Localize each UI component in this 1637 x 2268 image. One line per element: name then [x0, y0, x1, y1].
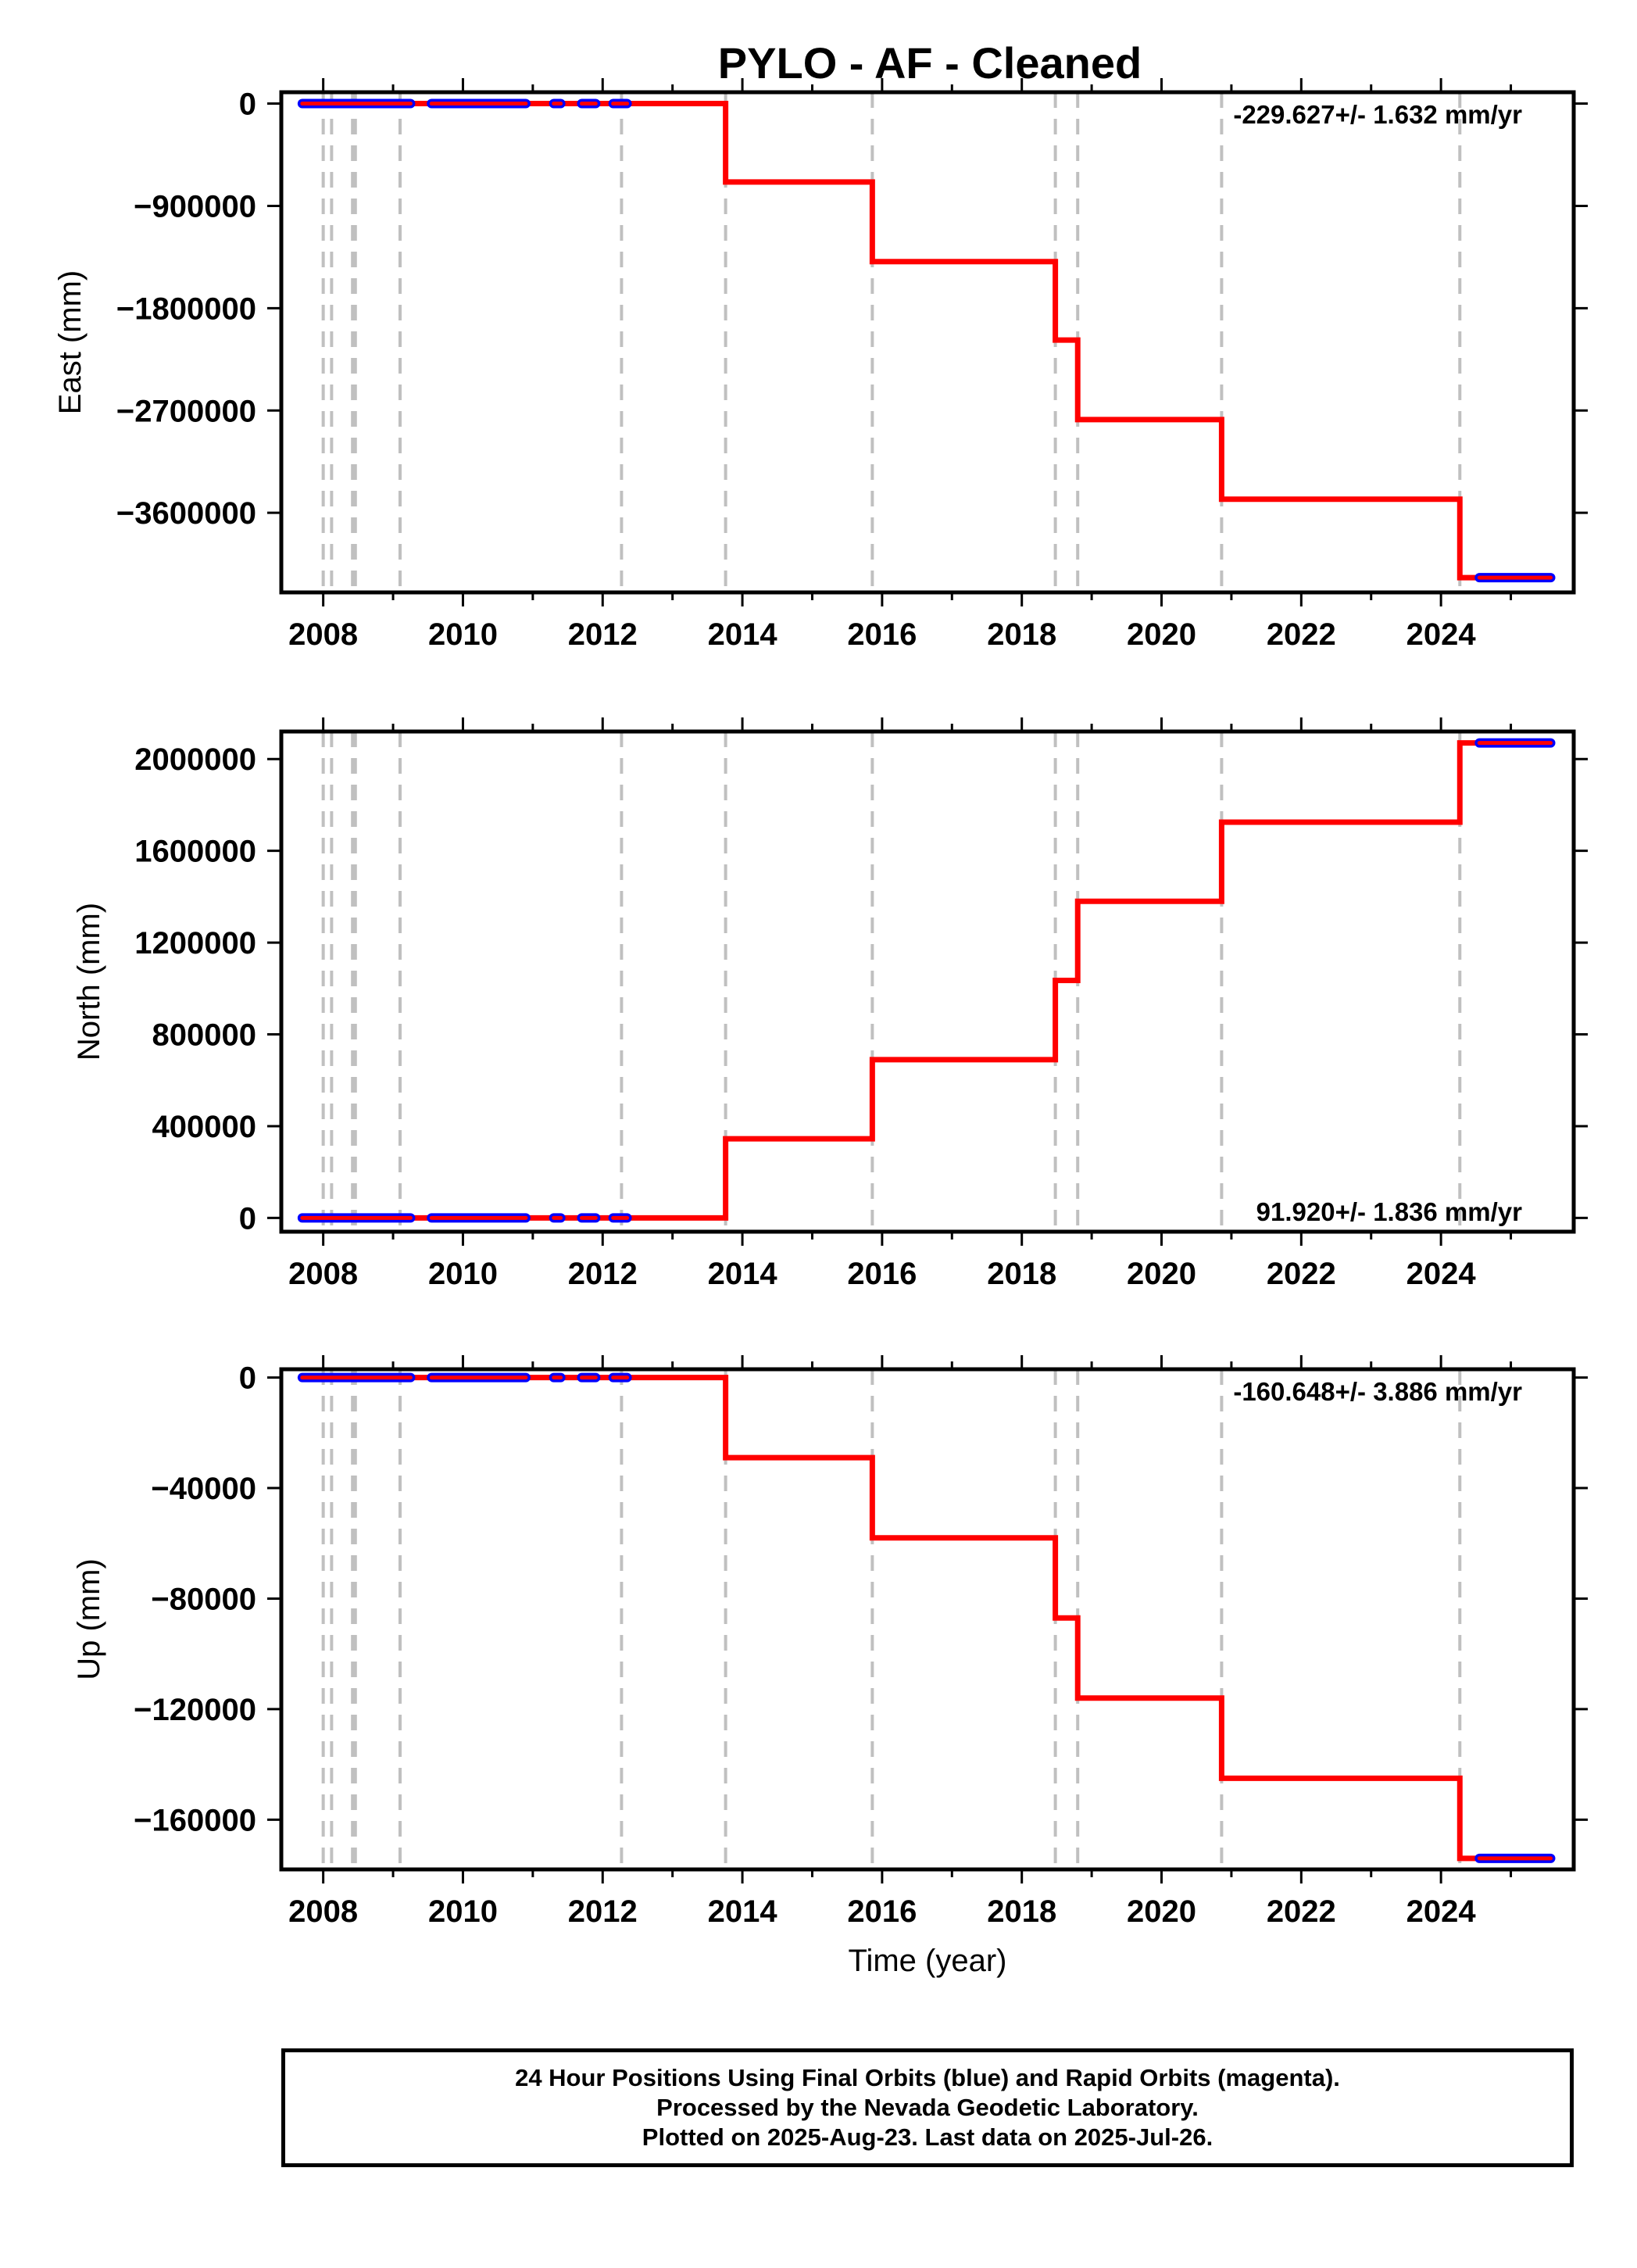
y-tick-label: 400000 — [152, 1110, 256, 1144]
y-tick-label: −40000 — [151, 1472, 256, 1506]
x-tick-label: 2018 — [987, 1894, 1056, 1929]
x-tick-label: 2022 — [1267, 1257, 1336, 1291]
y-tick-label: −160000 — [134, 1803, 256, 1837]
y-tick-label: −120000 — [134, 1693, 256, 1727]
y-axis-label: Up (mm) — [72, 1558, 106, 1680]
x-tick-label: 2024 — [1406, 1257, 1477, 1291]
y-tick-label: 1200000 — [134, 926, 256, 961]
x-tick-label: 2010 — [428, 1894, 498, 1929]
x-tick-label: 2018 — [987, 617, 1056, 652]
y-tick-label: −2700000 — [116, 394, 256, 428]
model-step-line — [302, 1375, 1551, 1862]
x-tick-label: 2020 — [1127, 1894, 1196, 1929]
x-tick-label: 2016 — [847, 1894, 917, 1929]
y-tick-label: −1800000 — [116, 292, 256, 326]
y-tick-label: −80000 — [151, 1582, 256, 1616]
event-lines — [321, 1369, 1462, 1869]
rate-annotation: -160.648+/- 3.886 mm/yr — [1233, 1377, 1522, 1406]
caption-line-2: Processed by the Nevada Geodetic Laborat… — [656, 2094, 1199, 2121]
caption-line-1: 24 Hour Positions Using Final Orbits (bl… — [515, 2064, 1340, 2091]
y-tick-label: 1600000 — [134, 835, 256, 869]
x-tick-label: 2008 — [288, 1257, 358, 1291]
x-tick-label: 2010 — [428, 617, 498, 652]
plot-frame — [279, 90, 1576, 595]
plot-frame — [279, 729, 1576, 1234]
y-tick-label: 0 — [239, 1361, 256, 1396]
x-tick-label: 2008 — [288, 617, 358, 652]
y-tick-label: 2000000 — [134, 742, 256, 777]
panel-up: 2008 2010 2012 2014 2016 2018 2020 2022 2024 0 −40… — [72, 1355, 1588, 1978]
y-axis-label: North (mm) — [72, 903, 106, 1061]
event-lines — [321, 732, 1462, 1232]
x-tick-label: 2018 — [987, 1257, 1056, 1291]
x-tick-label: 2010 — [428, 1257, 498, 1291]
plot-frame — [279, 1367, 1576, 1872]
observations — [297, 738, 1556, 1223]
y-axis-label: East (mm) — [53, 270, 88, 414]
x-tick-label: 2012 — [568, 1257, 638, 1291]
model-step-line — [302, 740, 1551, 1221]
x-axis-label: Time (year) — [849, 1944, 1007, 1978]
x-tick-label: 2024 — [1406, 1894, 1477, 1929]
x-tick-label: 2014 — [708, 1257, 778, 1291]
x-tick-label: 2016 — [847, 1257, 917, 1291]
x-tick-label: 2022 — [1267, 1894, 1336, 1929]
y-tick-label: −3600000 — [116, 496, 256, 531]
model-step-line — [302, 101, 1551, 581]
caption-line-3: Plotted on 2025-Aug-23. Last data on 202… — [642, 2123, 1213, 2151]
x-tick-label: 2014 — [708, 1894, 778, 1929]
caption-box: 24 Hour Positions Using Final Orbits (bl… — [281, 2048, 1574, 2167]
observations — [297, 1372, 1556, 1863]
x-tick-label: 2022 — [1267, 617, 1336, 652]
panel-north: 2008 2010 2012 2014 2016 2018 2020 2022 2024 0 400… — [72, 717, 1588, 1291]
x-tick-label: 2014 — [708, 617, 778, 652]
x-tick-label: 2020 — [1127, 617, 1196, 652]
rate-annotation: 91.920+/- 1.836 mm/yr — [1256, 1197, 1522, 1226]
y-tick-label: −900000 — [134, 189, 256, 224]
y-tick-label: 0 — [239, 1201, 256, 1236]
figure-title: PYLO - AF - Cleaned — [718, 38, 1142, 88]
x-tick-label: 2016 — [847, 617, 917, 652]
x-tick-label: 2012 — [568, 1894, 638, 1929]
panel-east: 2008 2010 2012 2014 2016 2018 2020 2022 2024 0 −90… — [53, 78, 1588, 652]
x-tick-label: 2020 — [1127, 1257, 1196, 1291]
y-tick-label: 0 — [239, 88, 256, 122]
y-tick-label: 800000 — [152, 1018, 256, 1053]
event-lines — [321, 92, 1462, 592]
x-tick-label: 2008 — [288, 1894, 358, 1929]
x-tick-label: 2012 — [568, 617, 638, 652]
chart-panels: 2008 2010 2012 2014 2016 2018 2020 2022 2024 0 −90… — [53, 78, 1588, 1978]
rate-annotation: -229.627+/- 1.632 mm/yr — [1233, 100, 1522, 129]
observations — [297, 98, 1556, 583]
x-tick-label: 2024 — [1406, 617, 1477, 652]
